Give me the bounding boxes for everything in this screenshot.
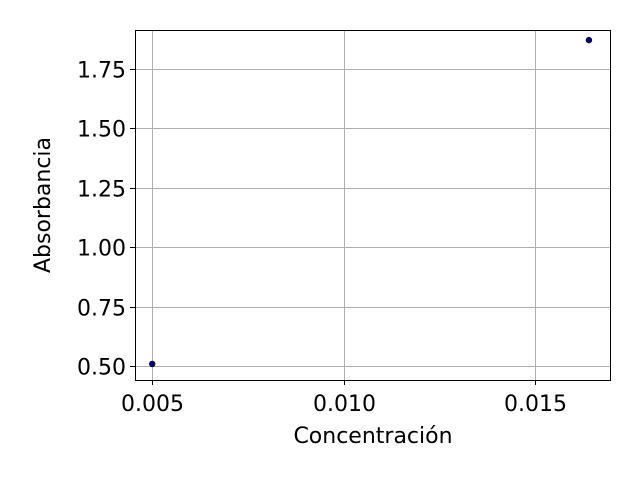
x-tick-label: 0.005 xyxy=(121,392,184,417)
x-axis-label: Concentración xyxy=(293,424,452,449)
data-point xyxy=(585,36,593,44)
y-tick-label: 1.75 xyxy=(77,59,126,84)
axis-ticks: 0.005 0.010 0.015 0.50 0.75 1.00 1.25 1.50 1.75 xyxy=(77,59,567,418)
y-axis-label: Absorbancia xyxy=(31,137,56,273)
y-tick-label: 0.50 xyxy=(77,356,126,381)
plot-frame xyxy=(135,30,611,381)
grid xyxy=(135,30,610,380)
y-tick-label: 1.50 xyxy=(77,118,126,143)
data-points xyxy=(149,36,593,368)
x-tick-label: 0.015 xyxy=(504,392,567,417)
y-tick-label: 0.75 xyxy=(77,297,126,322)
y-tick-label: 1.00 xyxy=(77,237,126,262)
data-point xyxy=(149,360,156,368)
y-tick-label: 1.25 xyxy=(77,178,126,203)
x-tick-label: 0.010 xyxy=(313,392,376,417)
